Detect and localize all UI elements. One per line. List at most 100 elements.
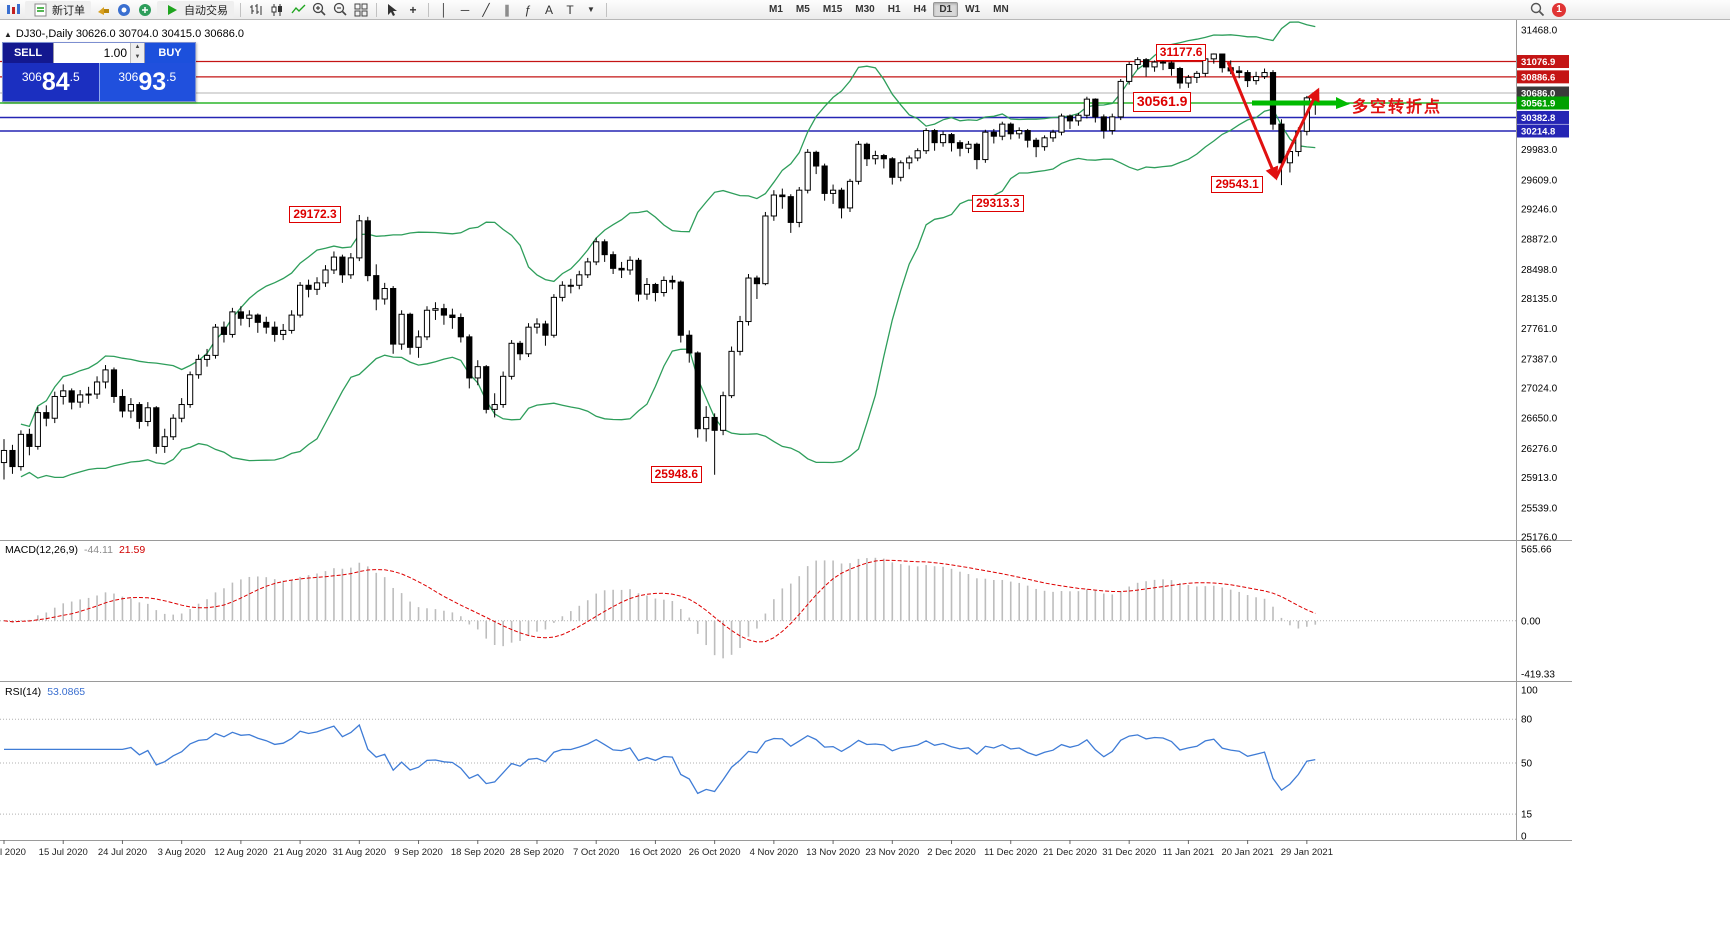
navigator-icon[interactable] [136, 2, 154, 18]
sell-button[interactable]: SELL [3, 43, 53, 63]
trend-arrow[interactable] [1274, 87, 1320, 179]
svg-text:15 Jul 2020: 15 Jul 2020 [39, 847, 88, 858]
timeframe-group: M1 M5 M15 M30 H1 H4 D1 W1 MN [763, 2, 1015, 17]
turning-point-line[interactable] [1252, 97, 1350, 110]
svg-text:28 Sep 2020: 28 Sep 2020 [510, 847, 564, 858]
sell-price[interactable]: 306 84.5 [3, 63, 99, 101]
toolbar-separator [428, 2, 429, 17]
alerts-icon[interactable] [94, 2, 112, 18]
buy-price[interactable]: 306 93.5 [98, 63, 195, 101]
volume-value[interactable]: 1.00 [103, 46, 127, 60]
volume-stepper[interactable]: 1.00 ▲ ▼ [53, 43, 145, 63]
svg-text:2 Dec 2020: 2 Dec 2020 [927, 847, 976, 858]
chart-background [0, 20, 1730, 943]
panel-separators[interactable] [0, 20, 1572, 841]
bar-chart-icon[interactable] [247, 2, 265, 18]
chart-canvas[interactable]: 31468.0 29983.0 29609.0 29246.0 28872.0 28498… [0, 20, 1730, 943]
toolbar-right-group: 1 [1528, 2, 1566, 18]
volume-up-icon[interactable]: ▲ [131, 43, 144, 53]
timeframe-H4[interactable]: H4 [913, 4, 927, 15]
buy-button[interactable]: BUY [145, 43, 195, 63]
crosshair-icon[interactable]: + [409, 2, 417, 17]
svg-text:6 Jul 2020: 6 Jul 2020 [0, 847, 26, 858]
price-annotation[interactable]: 31177.6 [1155, 44, 1207, 62]
price-annotation[interactable]: 29543.1 [1211, 176, 1263, 194]
line-chart-icon[interactable] [289, 2, 307, 18]
macd-panel [0, 557, 1516, 659]
rsi-axis-tick: 50 [1521, 759, 1533, 770]
horizontal-line-tool-icon[interactable]: ─ [460, 2, 470, 17]
svg-text:28498.0: 28498.0 [1521, 265, 1558, 276]
cursor-icon[interactable] [383, 2, 401, 18]
timeframe-M15[interactable]: M15 [822, 4, 843, 15]
svg-text:29983.0: 29983.0 [1521, 145, 1558, 156]
svg-text:31 Aug 2020: 31 Aug 2020 [333, 847, 386, 858]
timeframe-M5[interactable]: M5 [795, 4, 810, 15]
zoom-in-icon[interactable] [310, 2, 328, 18]
svg-text:16 Oct 2020: 16 Oct 2020 [630, 847, 682, 858]
macd-axis-tick: 0.00 [1521, 616, 1541, 627]
svg-text:13 Nov 2020: 13 Nov 2020 [806, 847, 860, 858]
price-annotation[interactable]: 25948.6 [650, 465, 703, 483]
svg-text:30382.8: 30382.8 [1521, 113, 1555, 124]
svg-text:11 Jan 2021: 11 Jan 2021 [1163, 847, 1215, 858]
timeframe-MN[interactable]: MN [993, 4, 1009, 15]
tile-windows-icon[interactable] [352, 2, 370, 18]
turning-point-label[interactable]: 多空转折点 [1352, 99, 1443, 116]
svg-text:7 Oct 2020: 7 Oct 2020 [573, 847, 619, 858]
timeframe-M1[interactable]: M1 [769, 4, 783, 15]
label-tool-icon[interactable]: T [566, 2, 574, 17]
rsi-axis-tick: 100 [1521, 686, 1538, 697]
svg-text:31076.9: 31076.9 [1521, 57, 1555, 68]
trend-arrow[interactable] [1226, 61, 1279, 181]
svg-text:12 Aug 2020: 12 Aug 2020 [214, 847, 267, 858]
svg-text:3 Aug 2020: 3 Aug 2020 [158, 847, 206, 858]
timeframe-D1[interactable]: D1 [933, 2, 959, 17]
timeframe-M30[interactable]: M30 [855, 4, 875, 15]
svg-text:30886.6: 30886.6 [1521, 72, 1555, 83]
timeframe-W1[interactable]: W1 [965, 4, 981, 15]
macd-axis-tick: 565.66 [1521, 545, 1552, 556]
svg-text:21 Aug 2020: 21 Aug 2020 [273, 847, 326, 858]
bollinger-layer [20, 21, 1316, 479]
shapes-dropdown-icon[interactable]: ▼ [587, 4, 595, 14]
svg-text:21 Dec 2020: 21 Dec 2020 [1043, 847, 1097, 858]
toolbar-separator [606, 2, 607, 17]
time-axis[interactable]: 6 Jul 2020 15 Jul 2020 24 Jul 2020 3 Aug 20… [0, 840, 1333, 858]
toolbar: 新订单 自动交易 + │ ─ ╱ ∥ ƒ A T ▼ M [0, 0, 1730, 20]
volume-down-icon[interactable]: ▼ [131, 53, 144, 63]
svg-text:9 Sep 2020: 9 Sep 2020 [394, 847, 443, 858]
svg-text:28872.0: 28872.0 [1521, 235, 1558, 246]
svg-text:26276.0: 26276.0 [1521, 444, 1558, 455]
vertical-line-tool-icon[interactable]: │ [440, 2, 448, 17]
chart-title-line: ▲ DJ30-,Daily 30626.0 30704.0 30415.0 30… [4, 28, 244, 40]
zoom-out-icon[interactable] [331, 2, 349, 18]
one-click-toggle[interactable]: ▲ [4, 29, 12, 39]
svg-text:30686.0: 30686.0 [1521, 89, 1555, 100]
timeframe-H1[interactable]: H1 [887, 4, 901, 15]
search-icon[interactable] [1528, 2, 1546, 18]
rsi-axis-tick: 0 [1521, 832, 1527, 843]
price-axis[interactable]: 31468.0 29983.0 29609.0 29246.0 28872.0 28498… [1517, 26, 1569, 843]
price-annotation[interactable]: 30561.9 [1132, 92, 1192, 112]
chart-title: DJ30-,Daily 30626.0 30704.0 30415.0 3068… [15, 28, 245, 40]
text-tool-icon[interactable]: A [544, 2, 553, 17]
new-order-button[interactable]: 新订单 [25, 1, 91, 18]
macd-axis-tick: -419.33 [1521, 670, 1555, 681]
svg-text:25539.0: 25539.0 [1521, 503, 1558, 514]
price-annotation[interactable]: 29313.3 [972, 194, 1024, 212]
svg-text:18 Sep 2020: 18 Sep 2020 [451, 847, 505, 858]
trendline-tool-icon[interactable]: ╱ [482, 2, 490, 17]
chart-window-icon[interactable] [4, 2, 22, 18]
toolbar-separator [240, 2, 241, 17]
candlestick-icon[interactable] [268, 2, 286, 18]
price-annotation[interactable]: 29172.3 [289, 205, 341, 223]
autotrade-button[interactable]: 自动交易 [157, 1, 234, 18]
channel-tool-icon[interactable]: ∥ [504, 2, 510, 17]
svg-text:27387.0: 27387.0 [1521, 354, 1558, 365]
data-window-icon[interactable] [115, 2, 133, 18]
svg-text:29609.0: 29609.0 [1521, 175, 1558, 186]
notification-badge[interactable]: 1 [1552, 2, 1566, 17]
svg-text:28135.0: 28135.0 [1521, 294, 1558, 305]
fibonacci-tool-icon[interactable]: ƒ [524, 2, 532, 17]
